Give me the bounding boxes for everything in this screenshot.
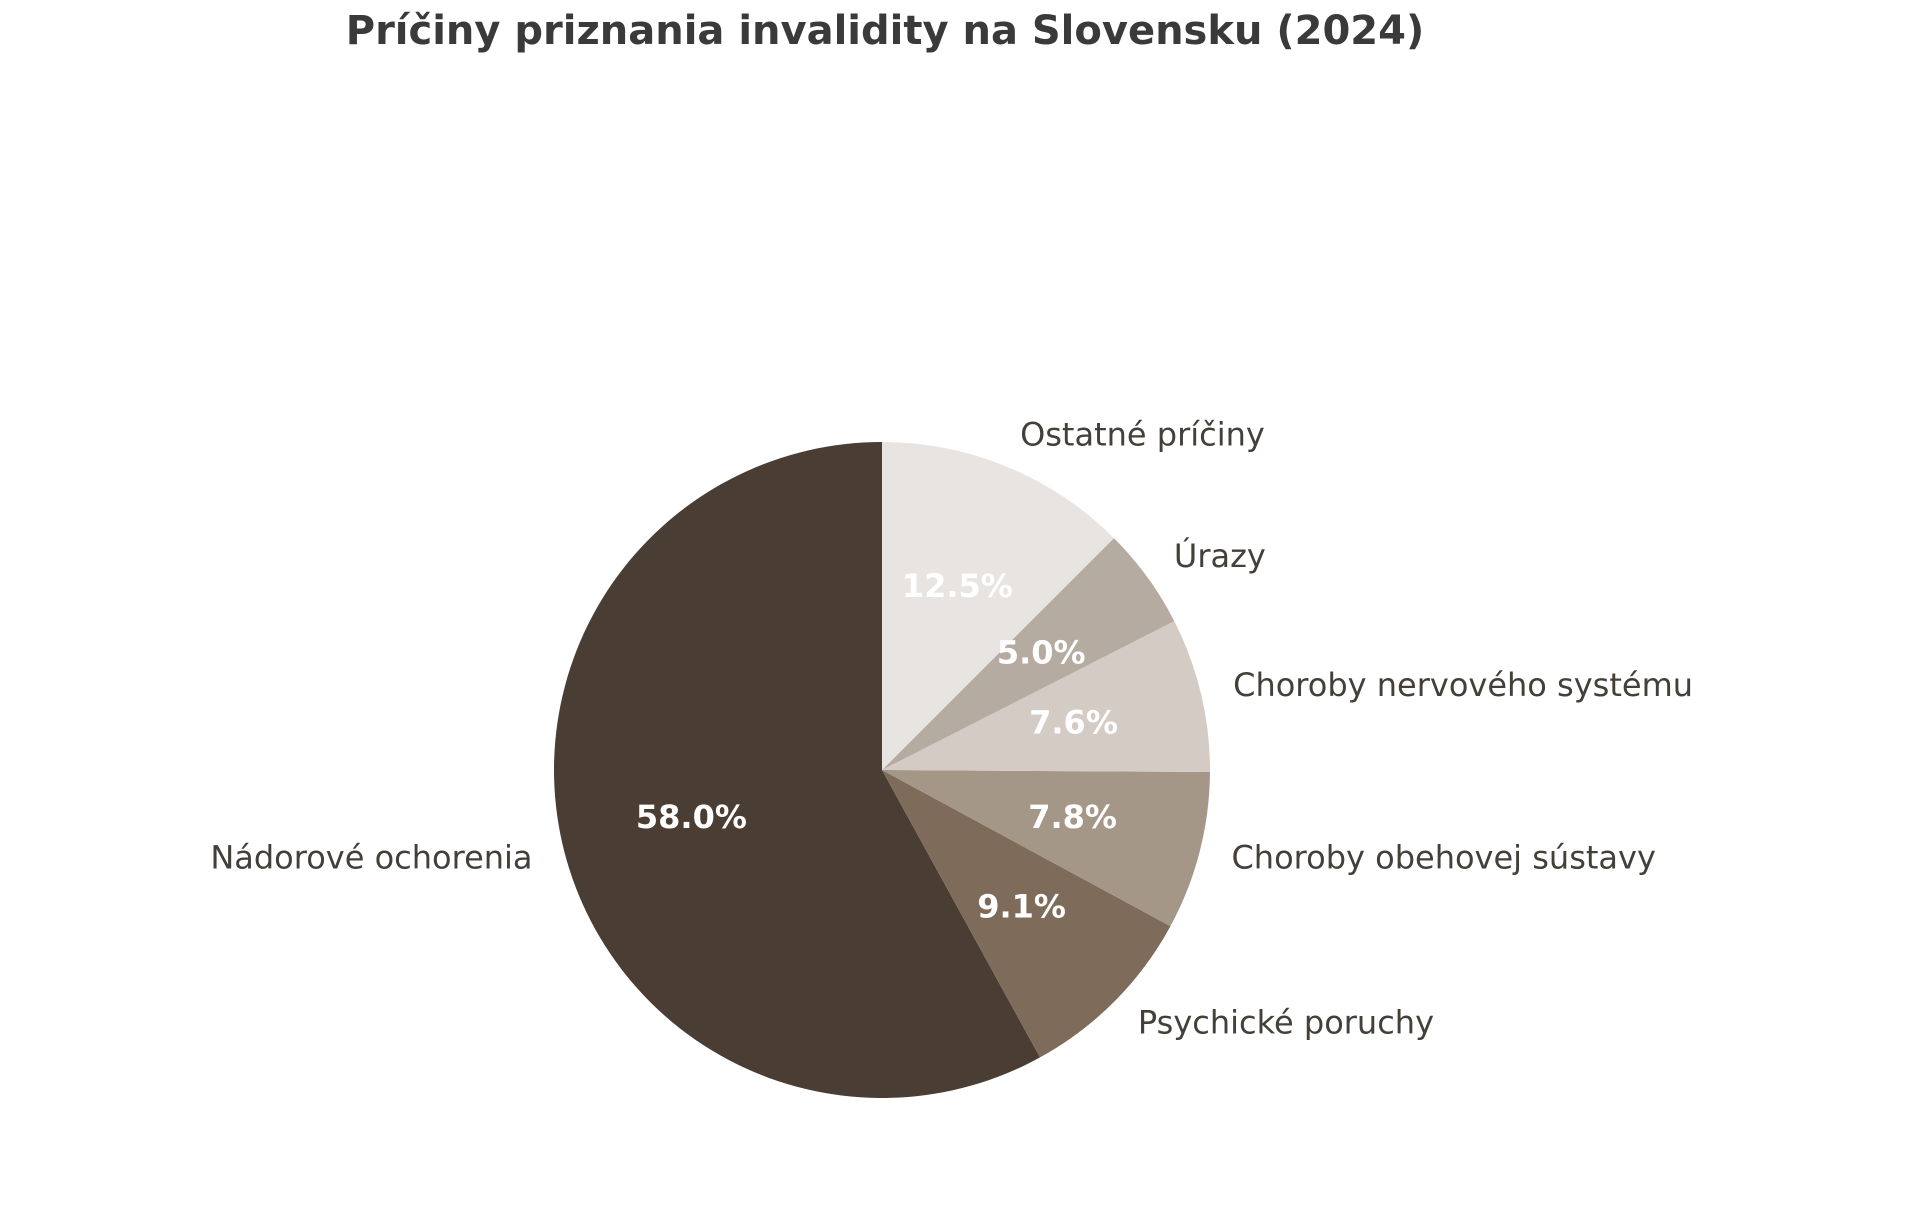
slice-percent-label: 9.1%	[977, 888, 1066, 926]
slice-category-label: Psychické poruchy	[1138, 1003, 1434, 1041]
slice-category-label: Nádorové ochorenia	[210, 839, 532, 877]
pie-labels: Nádorové ochorenia 58.0% Psychické poruchy…	[210, 416, 1693, 1042]
slice-category-label: Choroby obehovej sústavy	[1231, 839, 1655, 877]
pie-slice-1	[882, 770, 1171, 1058]
pie-slice-4	[882, 538, 1175, 770]
slice-percent-label: 12.5%	[902, 567, 1013, 605]
slice-percent-label: 7.8%	[1028, 798, 1117, 836]
slice-percent-label: 7.6%	[1029, 704, 1118, 742]
slice-category-label: Ostatné príčiny	[1020, 416, 1265, 454]
slice-percent-label: 5.0%	[997, 633, 1086, 671]
pie-slice-3	[882, 621, 1210, 773]
slice-percent-label: 58.0%	[636, 798, 747, 836]
pie-slice-2	[882, 770, 1210, 927]
pie-slice-5	[882, 442, 1114, 770]
chart-title: Príčiny priznania invalidity na Slovensk…	[346, 8, 1425, 54]
pie-slices	[553, 442, 1210, 1098]
slice-category-label: Úrazy	[1174, 536, 1266, 575]
slice-category-label: Choroby nervového systému	[1233, 666, 1693, 704]
pie-slice-0	[553, 442, 1041, 1098]
